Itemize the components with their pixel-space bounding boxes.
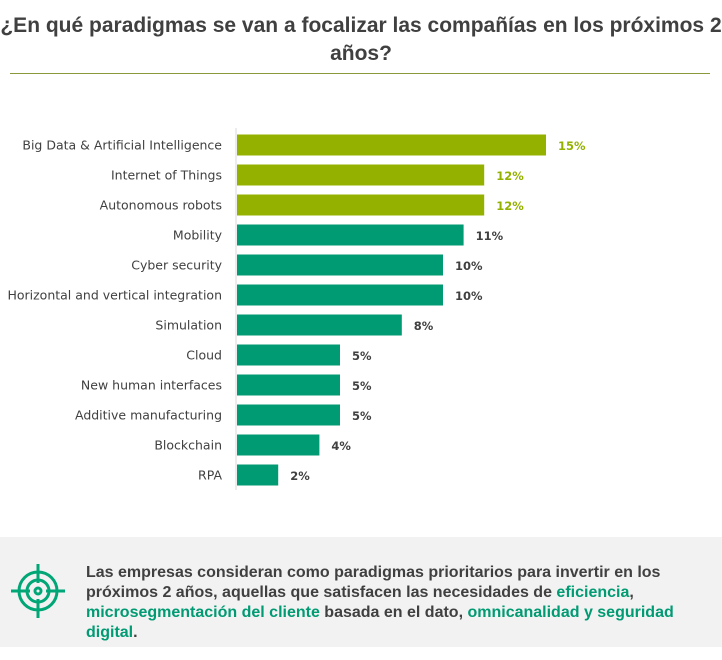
- data-label: 2%: [290, 469, 310, 483]
- data-label: 11%: [476, 229, 504, 243]
- bar: [237, 374, 340, 396]
- data-label: 8%: [414, 319, 434, 333]
- bar: [237, 404, 340, 426]
- category-label: New human interfaces: [81, 378, 222, 393]
- data-label: 15%: [558, 139, 586, 153]
- category-label: Blockchain: [154, 438, 222, 453]
- category-label: Internet of Things: [111, 168, 222, 183]
- data-label: 4%: [331, 439, 351, 453]
- category-label: Mobility: [173, 228, 223, 243]
- category-label: Cyber security: [131, 258, 222, 273]
- bar: [237, 434, 320, 456]
- data-label: 12%: [496, 169, 524, 183]
- highlight-text: microsegmentación del cliente: [86, 604, 320, 621]
- bar: [237, 464, 279, 486]
- data-label: 10%: [455, 289, 483, 303]
- bar: [237, 134, 546, 156]
- highlight-text: eficiencia: [556, 584, 630, 601]
- page-title: ¿En qué paradigmas se van a focalizar la…: [0, 14, 722, 65]
- insight-text: Las empresas consideran como paradigmas …: [86, 563, 716, 643]
- insight-box: Las empresas consideran como paradigmas …: [0, 537, 722, 647]
- category-label: RPA: [198, 468, 222, 483]
- bar: [237, 164, 485, 186]
- bar-chart: Big Data & Artificial Intelligence 15% Int…: [7, 128, 586, 490]
- category-label: Horizontal and vertical integration: [7, 288, 222, 303]
- target-icon: [11, 564, 65, 618]
- highlight-text: omnicanalidad y seguridad digital: [86, 604, 674, 641]
- category-label: Simulation: [155, 318, 222, 333]
- bar: [237, 254, 443, 276]
- category-label: Big Data & Artificial Intelligence: [22, 138, 222, 153]
- body-text: ,: [629, 584, 634, 601]
- body-text: Las empresas consideran como paradigmas …: [86, 564, 661, 601]
- bar: [237, 314, 402, 336]
- bar: [237, 194, 485, 216]
- bar: [237, 224, 464, 246]
- data-label: 12%: [496, 199, 524, 213]
- data-label: 5%: [352, 349, 372, 363]
- data-label: 5%: [352, 379, 372, 393]
- bar: [237, 284, 443, 306]
- data-label: 5%: [352, 409, 372, 423]
- bar: [237, 344, 340, 366]
- category-label: Cloud: [186, 348, 222, 363]
- data-label: 10%: [455, 259, 483, 273]
- body-text: .: [133, 624, 138, 641]
- category-label: Additive manufacturing: [75, 408, 222, 423]
- title-divider: [10, 73, 710, 74]
- body-text: basada en el dato,: [319, 604, 468, 621]
- category-label: Autonomous robots: [100, 198, 222, 213]
